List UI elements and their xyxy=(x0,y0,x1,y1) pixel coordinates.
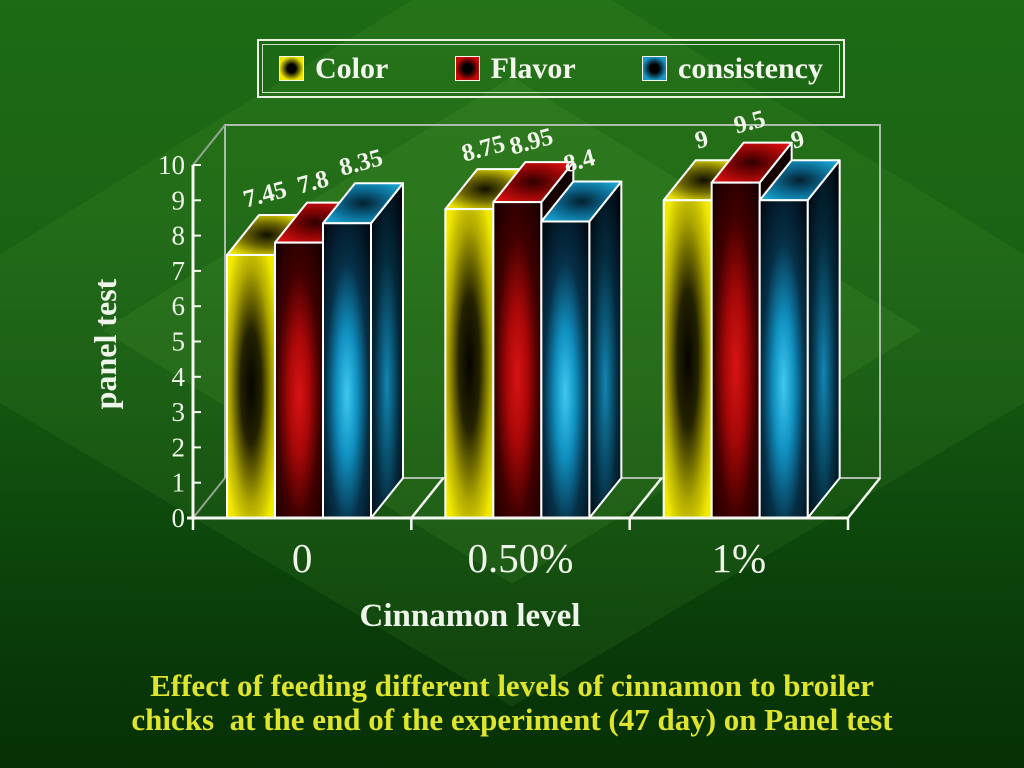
y-axis-title: panel test xyxy=(87,278,123,410)
y-tick-label: 4 xyxy=(172,362,186,392)
bar-value-label: 8.75 xyxy=(459,130,508,167)
depth-edge xyxy=(192,124,226,166)
x-category-label: 0.50% xyxy=(468,535,574,581)
bar-yellow xyxy=(662,199,713,519)
y-tick-label: 3 xyxy=(172,397,186,427)
legend-label: Color xyxy=(315,51,389,85)
y-tick-label: 6 xyxy=(172,291,186,321)
bar-blue xyxy=(588,180,623,519)
y-tick-label: 0 xyxy=(172,503,186,533)
bar-value-label: 8.4 xyxy=(561,144,599,178)
floor-separator xyxy=(847,477,881,519)
bar-blue xyxy=(540,220,591,519)
color-series-swatch-icon xyxy=(279,56,304,81)
y-tick-label: 9 xyxy=(172,185,186,215)
depth-edge xyxy=(192,477,226,519)
slide-caption: Effect of feeding different levels of ci… xyxy=(0,669,1024,737)
bar-red xyxy=(274,241,324,519)
y-tick-label: 5 xyxy=(172,327,186,357)
bar-value-label: 8.35 xyxy=(336,144,385,181)
caption-line-2: chicks at the end of the experiment (47 … xyxy=(131,702,893,737)
x-axis-title: Cinnamon level xyxy=(359,598,581,634)
floor-separator xyxy=(628,477,663,519)
legend-label: consistency xyxy=(678,51,823,85)
legend-label: Flavor xyxy=(490,51,576,85)
y-tick-label: 2 xyxy=(172,432,186,462)
bar-value-label: 9.5 xyxy=(731,105,768,139)
bar-blue xyxy=(758,199,809,519)
caption-line-1: Effect of feeding different levels of ci… xyxy=(150,668,874,703)
consistency-series-swatch-icon xyxy=(642,56,667,81)
bar-blue xyxy=(322,222,372,519)
bar-red xyxy=(710,181,761,519)
y-tick-label: 8 xyxy=(172,221,186,251)
bar-yellow xyxy=(444,208,495,519)
floor-separator xyxy=(410,477,445,519)
bar-red xyxy=(492,201,543,519)
y-tick-label: 1 xyxy=(172,468,186,498)
legend-item-consistency: consistency xyxy=(642,51,823,85)
y-tick-label: 10 xyxy=(158,150,185,180)
bar-value-label: 8.95 xyxy=(507,123,556,160)
bar-value-label: 7.45 xyxy=(240,176,289,213)
flavor-series-swatch-icon xyxy=(454,56,480,81)
bar-yellow xyxy=(226,254,276,519)
x-category-label: 1% xyxy=(712,535,767,581)
bar-value-label: 9 xyxy=(692,125,711,154)
bar-blue xyxy=(370,182,404,519)
legend: Color Flavor consistency xyxy=(257,39,845,98)
bar-blue xyxy=(806,159,841,519)
bar-value-label: 7.8 xyxy=(294,165,331,199)
x-category-label: 0 xyxy=(292,535,313,581)
legend-item-color: Color xyxy=(279,51,389,85)
y-tick-label: 7 xyxy=(172,256,186,286)
legend-item-flavor: Flavor xyxy=(454,51,576,85)
